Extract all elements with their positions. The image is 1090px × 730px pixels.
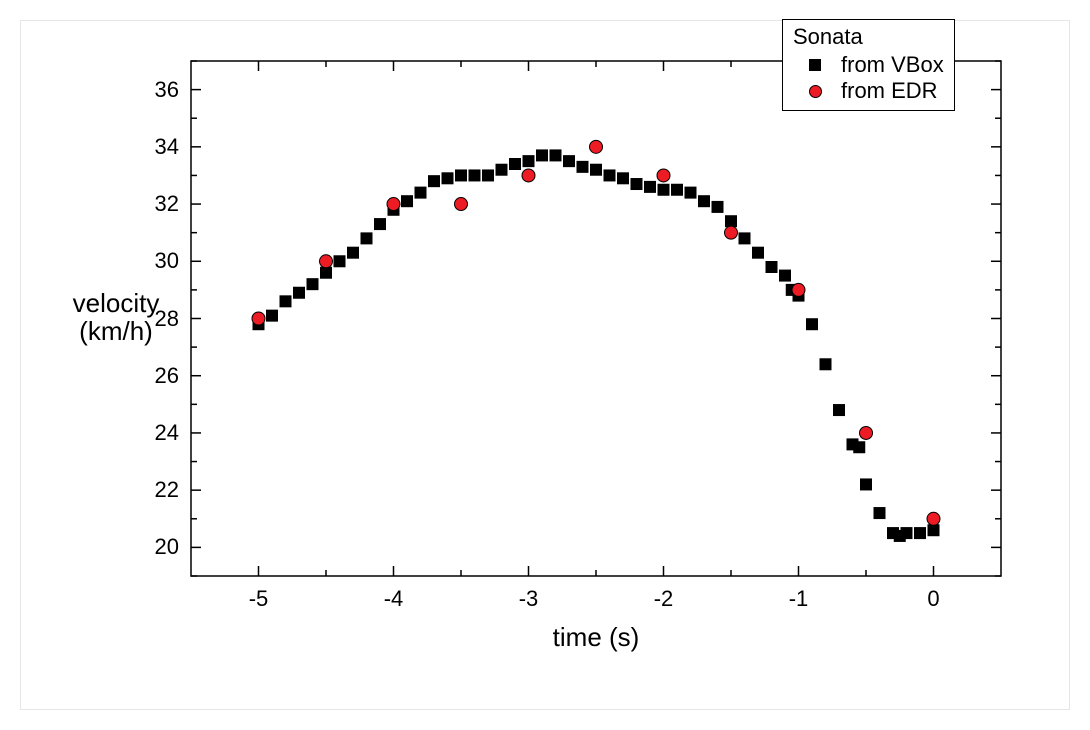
legend-item: from VBox xyxy=(793,52,944,78)
y-axis-title-line2: (km/h) xyxy=(61,317,171,346)
x-tick-label: -2 xyxy=(654,586,674,612)
x-tick-label: -3 xyxy=(519,586,539,612)
legend-item-label: from EDR xyxy=(837,78,938,104)
x-tick-label: -4 xyxy=(384,586,404,612)
x-axis-title: time (s) xyxy=(553,622,640,653)
legend-item-label: from VBox xyxy=(837,52,944,78)
circle-marker-icon xyxy=(793,85,837,98)
x-tick-label: 0 xyxy=(927,586,939,612)
velocity-time-chart: 202224262830323436 -5-4-3-2-10 velocity … xyxy=(21,21,1069,709)
legend-title: Sonata xyxy=(793,24,944,50)
y-axis-title: velocity (km/h) xyxy=(61,289,171,346)
legend: Sonata from VBoxfrom EDR xyxy=(782,19,955,111)
x-tick-labels: -5 -4 -3 -2 -1 0 xyxy=(21,21,1069,709)
legend-item: from EDR xyxy=(793,78,944,104)
square-marker-icon xyxy=(793,59,837,71)
y-axis-title-line1: velocity xyxy=(61,289,171,318)
chart-outer-frame: 202224262830323436 -5-4-3-2-10 velocity … xyxy=(20,20,1070,710)
x-tick-label: -5 xyxy=(249,586,269,612)
x-tick-label: -1 xyxy=(789,586,809,612)
